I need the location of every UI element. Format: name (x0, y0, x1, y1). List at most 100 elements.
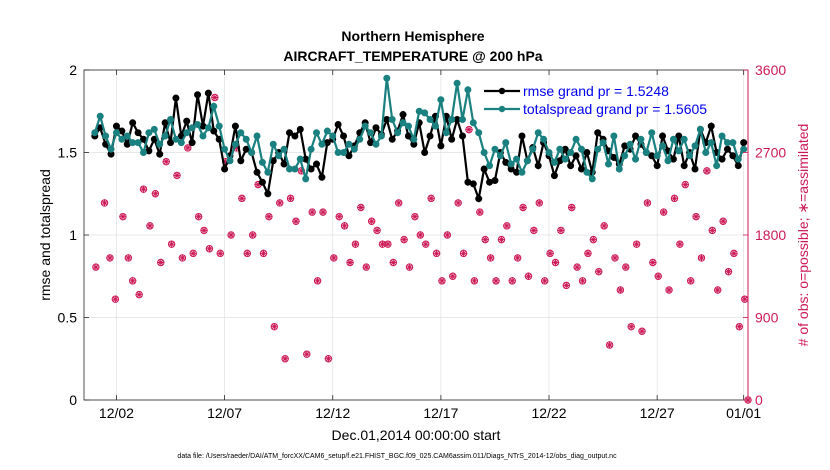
rmse-point (421, 149, 429, 156)
totalspread-point (313, 129, 321, 137)
obs-assimilated-stroke (520, 204, 526, 211)
totalspread-point (680, 135, 688, 143)
obs-assimilated-point (157, 258, 165, 267)
obs-assimilated-point (541, 277, 549, 285)
obs-assimilated-point (341, 222, 349, 230)
obs-assimilated-stroke (374, 227, 380, 234)
obs-assimilated-point (416, 231, 424, 239)
totalspread-point (388, 116, 396, 123)
obs-assimilated-point (286, 194, 295, 202)
totalspread-point (275, 152, 283, 160)
obs-assimilated-stroke (287, 195, 294, 202)
y-axis-right: 0 900 1800 2700 3600 (743, 62, 786, 408)
y-tick-left-label: 0.5 (58, 310, 78, 326)
totalspread-point (280, 145, 288, 153)
totalspread-point (367, 129, 375, 137)
rmse-point (231, 122, 239, 130)
totalspread-point (610, 132, 618, 140)
obs-assimilated-point (243, 249, 251, 257)
obs-assimilated-stroke (217, 250, 224, 257)
obs-assimilated-stroke (649, 259, 656, 266)
obs-assimilated-point (205, 245, 214, 253)
footnote: data file: /Users/raeder/DAI/ATM_forcXX/… (177, 453, 617, 460)
totalspread-point (540, 135, 548, 143)
totalspread-point (637, 135, 645, 143)
totalspread-point (242, 135, 250, 143)
rmse-point (734, 162, 742, 170)
obs-assimilated-stroke (655, 273, 662, 280)
obs-assimilated-point (438, 277, 446, 285)
obs-assimilated-point (676, 240, 684, 248)
totalspread-point (480, 149, 488, 156)
obs-assimilated-stroke (579, 277, 586, 284)
obs-assimilated-point (405, 263, 414, 271)
obs-assimilated-point (189, 249, 197, 257)
obs-assimilated-point (546, 249, 554, 257)
obs-assimilated-point (730, 249, 738, 257)
obs-assimilated-stroke (725, 268, 732, 275)
totalspread-point (296, 155, 304, 163)
obs-assimilated-point (330, 254, 338, 262)
totalspread-point (377, 132, 385, 140)
obs-assimilated-stroke (547, 250, 553, 257)
rmse-point (740, 139, 748, 147)
totalspread-point (404, 122, 412, 130)
obs-assimilated-stroke (179, 255, 186, 261)
totalspread-point (615, 165, 623, 173)
totalspread-point (426, 116, 434, 123)
totalspread-point (248, 149, 256, 156)
totalspread-point (686, 152, 694, 160)
totalspread-point (226, 157, 234, 165)
rmse-point (285, 129, 293, 137)
totalspread-point (237, 129, 245, 137)
rmse-point (210, 127, 218, 135)
obs-assimilated-stroke (112, 296, 119, 303)
obs-assimilated-point (524, 272, 533, 280)
obs-assimilated-stroke (514, 255, 521, 261)
obs-assimilated-point (687, 277, 695, 285)
totalspread-point (572, 135, 580, 143)
x-tick-label: 01/01 (726, 405, 761, 421)
obs-assimilated-point (633, 240, 641, 248)
obs-assimilated-point (254, 180, 262, 189)
obs-assimilated-point (465, 125, 473, 134)
obs-assimilated-point (600, 222, 608, 230)
obs-assimilated-point (519, 203, 527, 212)
rmse-point (675, 132, 683, 140)
totalspread-point (577, 145, 585, 153)
totalspread-point (139, 149, 147, 156)
obs-assimilated-point (551, 258, 560, 267)
rmse-point (448, 135, 456, 143)
obs-assimilated-point (173, 171, 181, 180)
obs-assimilated-point (692, 213, 700, 221)
obs-assimilated-stroke (357, 204, 364, 211)
obs-assimilated-stroke (168, 241, 175, 248)
rmse-point (653, 162, 661, 170)
totalspread-point (529, 145, 537, 153)
totalspread-point (464, 86, 472, 94)
y-tick-left-label: 1.5 (58, 145, 78, 161)
x-tick-label: 12/22 (531, 405, 566, 421)
obs-assimilated-point (129, 277, 137, 285)
totalspread-point (659, 142, 667, 150)
totalspread-point (318, 140, 326, 148)
obs-assimilated-point (395, 199, 403, 207)
totalspread-point (567, 149, 575, 156)
totalspread-point (491, 145, 499, 153)
x-tick-label: 12/27 (640, 405, 675, 421)
totalspread-point (394, 129, 402, 137)
obs-assimilated-stroke (471, 277, 478, 284)
obs-assimilated-stroke (617, 287, 624, 293)
obs-assimilated-point (151, 190, 159, 198)
totalspread-point (156, 140, 164, 148)
y-tick-right-label: 3600 (755, 62, 786, 78)
obs-assimilated-stroke (693, 213, 699, 220)
obs-assimilated-stroke (309, 209, 316, 215)
obs-assimilated-point (595, 268, 603, 276)
obs-assimilated-stroke (239, 195, 245, 202)
totalspread-point (442, 129, 450, 137)
obs-assimilated-point (270, 323, 278, 331)
totalspread-point (307, 145, 315, 153)
totalspread-point (713, 162, 721, 170)
